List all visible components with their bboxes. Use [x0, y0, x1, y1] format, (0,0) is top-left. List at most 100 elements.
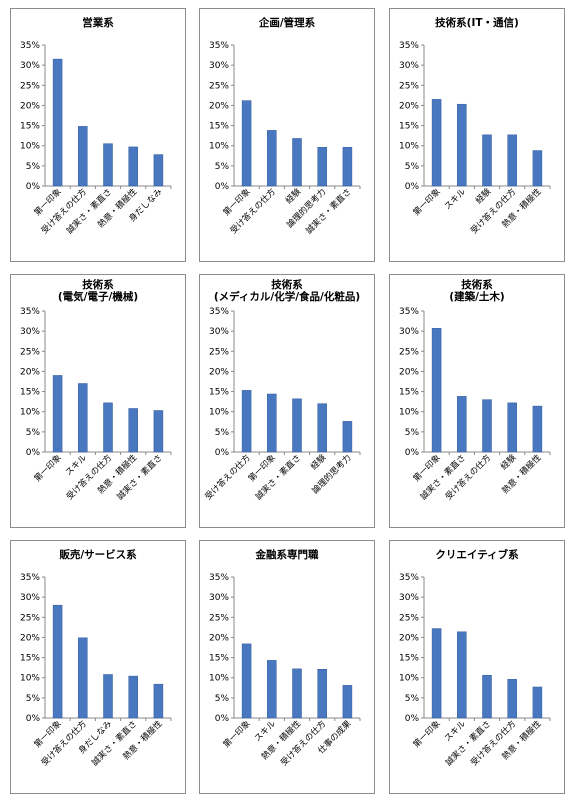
bar [267, 393, 277, 453]
y-tick-label: 35% [399, 573, 419, 583]
bar [153, 154, 164, 187]
bar [431, 99, 442, 187]
y-tick-label: 20% [399, 633, 419, 643]
y-tick-label: 25% [209, 613, 229, 623]
y-tick-label: 20% [209, 633, 229, 643]
chart-title: 技術系(IT・通信) [435, 17, 519, 29]
y-tick-label: 10% [20, 674, 40, 684]
y-tick-label: 5% [215, 162, 230, 172]
y-tick-label: 15% [209, 388, 229, 398]
y-tick-label: 30% [20, 327, 40, 337]
chart-title: クリエイティブ系 [435, 549, 519, 561]
bar [292, 398, 302, 453]
y-tick-label: 30% [399, 327, 419, 337]
bar [267, 130, 277, 187]
y-tick-label: 25% [20, 347, 40, 357]
y-tick-label: 0% [405, 714, 420, 724]
chart-panel: 金融系専門職 0% 5% 10% 15% 20% 25% 30% 35% 第一印象 スキル 熱意・積極… [199, 540, 375, 794]
bar [103, 402, 113, 453]
y-tick-label: 30% [399, 61, 419, 71]
y-tick-label: 15% [399, 388, 419, 398]
y-tick-label: 35% [20, 41, 40, 51]
bar [532, 405, 543, 453]
chart-subtitle: (メディカル/化学/食品/化粧品) [213, 291, 361, 303]
bar [431, 328, 442, 453]
y-tick-label: 5% [405, 428, 420, 438]
chart-panel: 技術系 (メディカル/化学/食品/化粧品) 0% 5% 10% 15% 20% 25% 30% 3… [199, 274, 375, 528]
y-tick-label: 10% [399, 408, 419, 418]
x-tick-label: 経験 [473, 186, 493, 206]
y-tick-label: 0% [26, 714, 41, 724]
chart-subtitle: (建築/土木) [449, 291, 505, 303]
bar [482, 399, 492, 453]
bar [52, 58, 63, 187]
y-tick-label: 10% [20, 142, 40, 152]
bar [52, 375, 63, 453]
y-tick-label: 25% [399, 613, 419, 623]
chart-title: 営業系 [82, 17, 114, 29]
bar [507, 134, 517, 187]
y-tick-label: 5% [405, 162, 420, 172]
y-tick-label: 15% [209, 122, 229, 132]
bar [317, 403, 327, 453]
bar [78, 383, 88, 453]
y-tick-label: 15% [399, 122, 419, 132]
y-tick-label: 0% [405, 448, 420, 458]
bar [532, 150, 543, 187]
bar [292, 138, 302, 187]
chart-title: 技術系 [82, 279, 114, 291]
bar [507, 402, 517, 453]
chart-subtitle: (電気/電子/機械) [57, 291, 139, 303]
bar [431, 628, 442, 719]
bar [342, 421, 353, 453]
bar-chart: 0%5%10%15%20%25%30%35%受け答えの仕方第一印象誠実さ・素直さ… [203, 307, 361, 502]
chart-title: 技術系 [271, 279, 303, 291]
chart-panel: 営業系 0% 5% 10% 15% 20% 25% 30% 35% 第一印象 受け答えの仕方 誠実さ・… [10, 8, 186, 262]
chart-panel: 技術系 (建築/土木) 0% 5% 10% 15% 20% 25% 30% 35% 第一印象 誠実さ・… [389, 274, 565, 528]
y-tick-label: 30% [20, 61, 40, 71]
chart-panel: クリエイティブ系 0% 5% 10% 15% 20% 25% 30% 35% 第一印象 スキル 誠実さ… [389, 540, 565, 794]
bar-chart: 0%5%10%15%20%25%30%35%第一印象受け答えの仕方身だしなみ誠実… [20, 573, 172, 768]
bar [342, 147, 353, 187]
bar [128, 408, 138, 453]
bar [457, 631, 467, 719]
chart-title: 技術系 [461, 279, 493, 291]
y-tick-label: 0% [215, 714, 230, 724]
y-tick-label: 15% [20, 122, 40, 132]
y-tick-label: 10% [209, 142, 229, 152]
y-tick-label: 10% [399, 142, 419, 152]
y-tick-label: 35% [209, 573, 229, 583]
bar-chart: 0%5%10%15%20%25%30%35%第一印象誠実さ・素直さ受け答えの仕方… [399, 307, 551, 502]
y-tick-label: 5% [215, 694, 230, 704]
y-tick-label: 25% [399, 347, 419, 357]
bar [128, 146, 138, 187]
y-tick-label: 35% [20, 307, 40, 317]
y-tick-label: 25% [20, 81, 40, 91]
bar [317, 147, 327, 187]
y-tick-label: 30% [209, 327, 229, 337]
y-tick-label: 10% [20, 408, 40, 418]
y-tick-label: 15% [399, 654, 419, 664]
bar [78, 126, 88, 187]
bar [103, 143, 113, 187]
bar [507, 679, 517, 719]
y-tick-label: 10% [209, 408, 229, 418]
bar [457, 103, 467, 187]
chart-panel: 販売/サービス系 0% 5% 10% 15% 20% 25% 30% 35% 第一印象 受け答えの仕… [10, 540, 186, 794]
bar [153, 410, 164, 453]
y-tick-label: 20% [209, 367, 229, 377]
bar [482, 134, 492, 187]
x-tick-label: 受け答えの仕方 [203, 452, 253, 502]
y-tick-label: 0% [26, 448, 41, 458]
bar-chart: 0%5%10%15%20%25%30%35%第一印象受け答えの仕方誠実さ・素直さ… [20, 41, 172, 236]
y-tick-label: 5% [26, 162, 41, 172]
bar-chart: 0%5%10%15%20%25%30%35%第一印象 スキル受け答えの仕方熱意・積… [20, 307, 172, 502]
chart-title: 企画/管理系 [258, 17, 316, 29]
bar [532, 686, 543, 719]
y-tick-label: 20% [209, 101, 229, 111]
bar [241, 390, 252, 453]
y-tick-label: 30% [20, 593, 40, 603]
y-tick-label: 0% [405, 182, 420, 192]
y-tick-label: 5% [26, 694, 41, 704]
